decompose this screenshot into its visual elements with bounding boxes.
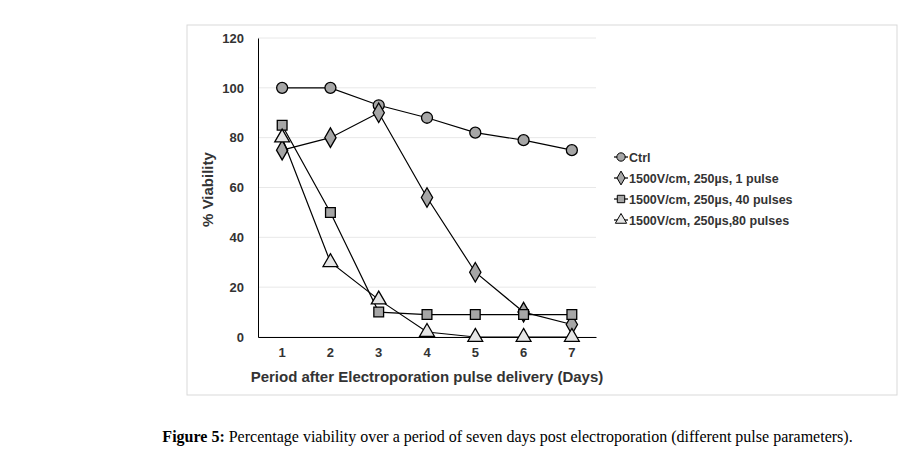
y-axis: 0 20 40 60 80 100 120	[222, 31, 258, 345]
data-point	[470, 127, 481, 138]
grid	[258, 38, 596, 337]
caption: Figure 5: Percentage viability over a per…	[162, 428, 852, 446]
grid-line	[258, 38, 596, 39]
x-tick-label: 6	[520, 345, 527, 360]
data-point	[325, 82, 336, 93]
grid-line	[258, 237, 596, 238]
legend-marker	[617, 171, 625, 185]
x-tick: 4	[423, 337, 431, 360]
data-point	[564, 328, 579, 341]
x-tick: 1	[279, 337, 286, 360]
data-point	[420, 323, 435, 336]
x-tick: 2	[327, 337, 334, 360]
data-point	[374, 307, 384, 317]
y-tick: 120	[222, 31, 258, 46]
data-point	[470, 262, 481, 282]
data-point	[373, 103, 384, 123]
data-point	[468, 328, 483, 341]
caption-label: Figure 5:	[162, 428, 224, 446]
data-point	[277, 140, 288, 160]
y-tick: 0	[237, 330, 258, 345]
chart-frame	[187, 25, 897, 395]
legend: Ctrl 1500V/cm, 250µs, 1 pulse 1500V/cm, 25…	[614, 151, 793, 228]
grid-line	[258, 287, 596, 288]
chart: 0 20 40 60 80 100 120 1 2 3 4 5 6 7 % Viability Period …	[0, 0, 915, 469]
data-point	[422, 112, 433, 123]
y-tick: 100	[222, 80, 258, 95]
x-axis-title: Period after Electroporation pulse deliv…	[251, 368, 604, 385]
grid-line	[258, 137, 596, 138]
data-point	[326, 208, 336, 218]
y-tick-label: 0	[237, 330, 244, 345]
y-tick-label: 40	[230, 230, 244, 245]
legend-marker	[617, 153, 625, 161]
legend-marker	[615, 213, 626, 223]
data-point	[371, 291, 386, 304]
y-tick-label: 100	[222, 80, 244, 95]
data-point	[519, 310, 529, 320]
y-tick: 20	[230, 280, 258, 295]
series-line	[282, 138, 572, 337]
caption-text: Percentage viability over a period of se…	[229, 428, 853, 446]
legend-label: Ctrl	[629, 151, 651, 165]
series-line	[282, 88, 572, 150]
legend-label: 1500V/cm, 250µs,80 pulses	[629, 214, 789, 228]
legend-label: 1500V/cm, 250µs, 1 pulse	[629, 172, 779, 186]
data-point	[323, 254, 338, 267]
y-tick-label: 80	[230, 130, 244, 145]
data-point	[421, 188, 432, 208]
data-point	[566, 145, 577, 156]
x-tick-label: 7	[568, 345, 575, 360]
y-tick: 80	[230, 130, 258, 145]
plot-area	[275, 82, 580, 341]
data-point	[325, 128, 336, 148]
y-tick: 40	[230, 230, 258, 245]
y-axis-line	[258, 39, 259, 338]
y-tick-label: 60	[230, 180, 244, 195]
data-point	[516, 328, 531, 341]
x-tick: 3	[375, 337, 382, 360]
y-tick-label: 120	[222, 31, 244, 46]
data-point	[422, 310, 432, 320]
x-tick-label: 2	[327, 345, 334, 360]
data-point	[277, 82, 288, 93]
series-line	[282, 113, 572, 325]
x-tick-label: 1	[279, 345, 286, 360]
x-tick-label: 4	[423, 345, 431, 360]
y-axis-title: % Viability	[199, 151, 216, 226]
legend-marker	[617, 195, 624, 202]
data-point	[470, 310, 480, 320]
legend-label: 1500V/cm, 250µs, 40 pulses	[629, 193, 793, 207]
data-point	[275, 129, 290, 142]
y-tick-label: 20	[230, 280, 244, 295]
x-tick-label: 5	[472, 345, 479, 360]
x-axis: 1 2 3 4 5 6 7	[259, 337, 597, 360]
y-tick: 60	[230, 180, 258, 195]
data-point	[518, 135, 529, 146]
data-point	[518, 302, 529, 322]
data-point	[567, 310, 577, 320]
series-line	[282, 125, 572, 314]
x-tick-label: 3	[375, 345, 382, 360]
